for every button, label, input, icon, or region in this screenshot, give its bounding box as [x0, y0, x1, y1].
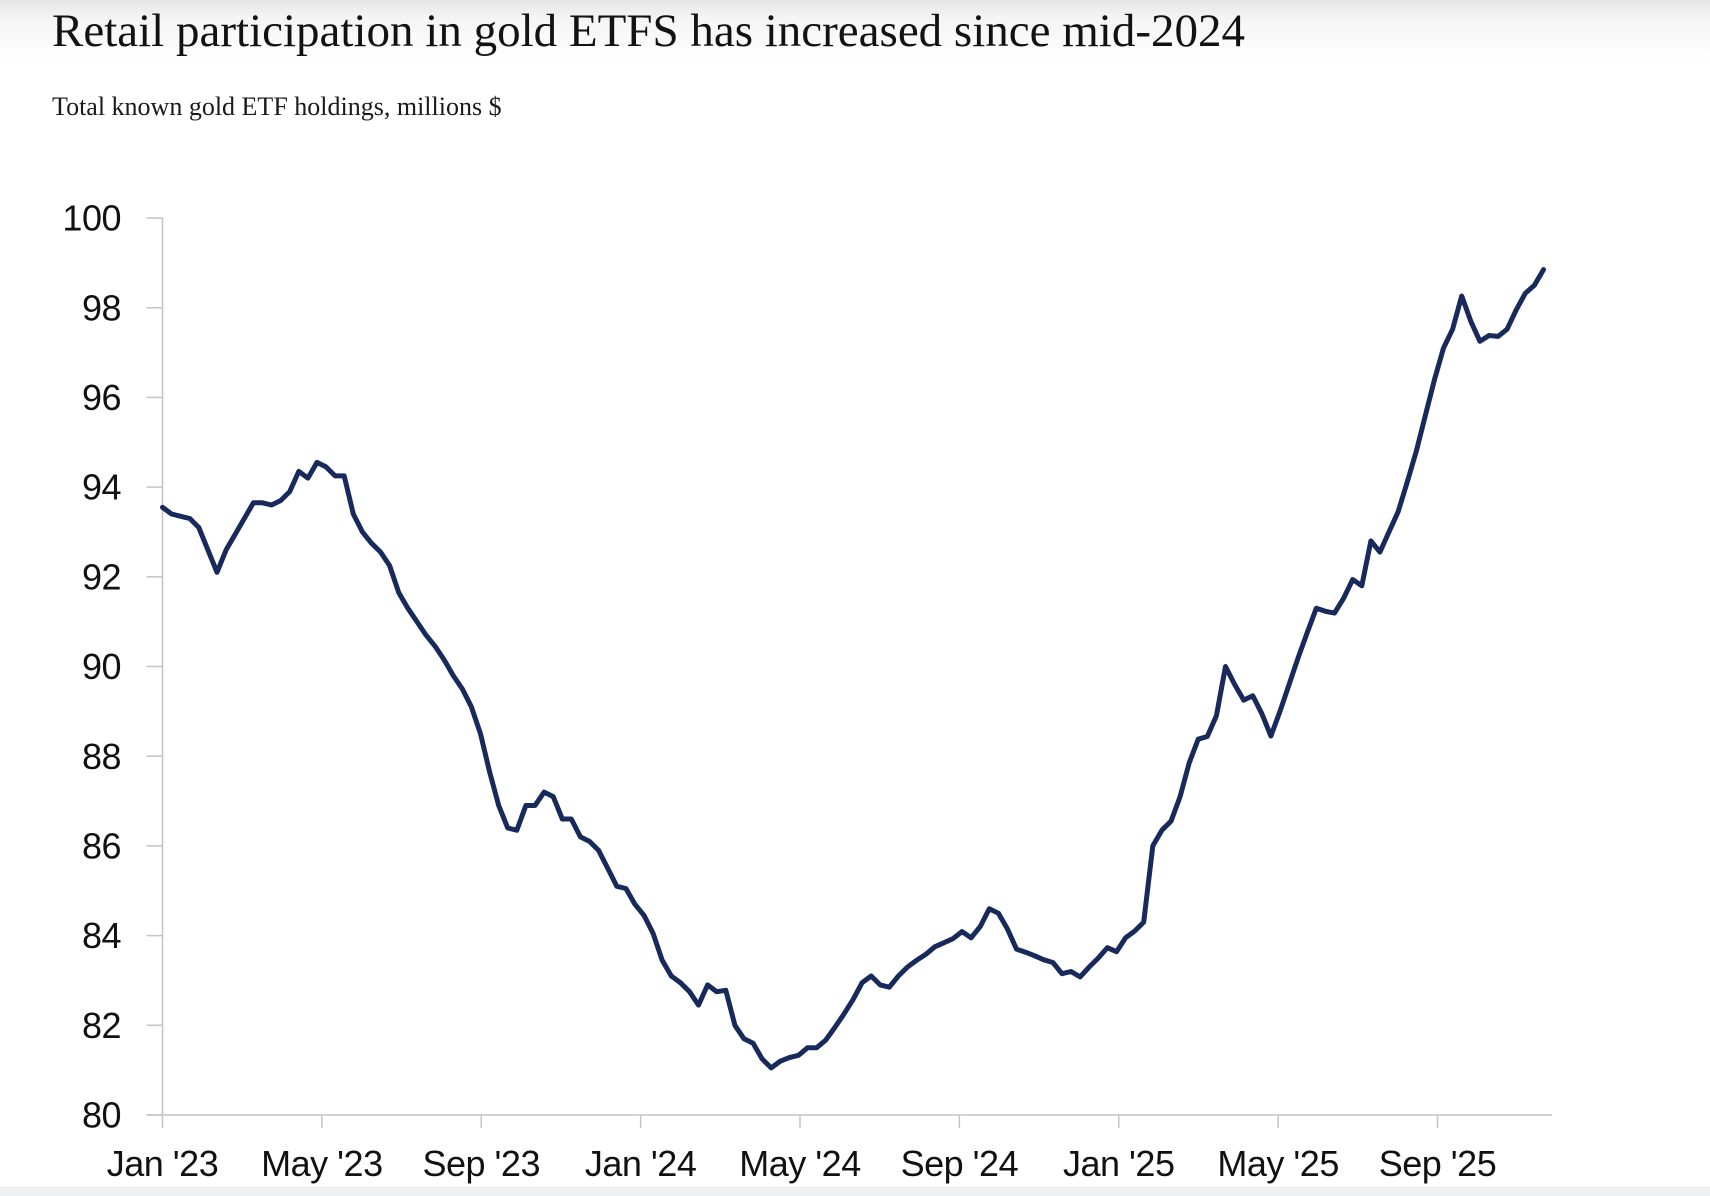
- x-tick-label: Jan '25: [1063, 1143, 1174, 1184]
- bottom-edge-strip: [0, 1187, 1710, 1196]
- y-tick-label: 80: [82, 1095, 121, 1136]
- x-tick-label: Sep '25: [1379, 1143, 1496, 1184]
- y-tick-label: 90: [82, 646, 121, 687]
- y-tick-label: 96: [82, 377, 121, 418]
- y-tick-label: 86: [82, 826, 121, 867]
- x-tick-label: Jan '24: [585, 1143, 696, 1184]
- y-tick-label: 98: [82, 287, 121, 328]
- series-line: [160, 267, 1546, 1071]
- y-tick-label: 82: [82, 1005, 121, 1046]
- y-tick-label: 88: [82, 736, 121, 777]
- x-tick-label: May '23: [261, 1143, 382, 1184]
- x-tick-label: Sep '24: [901, 1143, 1018, 1184]
- x-tick-label: Jan '23: [107, 1143, 218, 1184]
- x-tick-label: May '25: [1217, 1143, 1338, 1184]
- chart-subtitle: Total known gold ETF holdings, millions …: [52, 92, 502, 121]
- y-tick-label: 100: [62, 198, 121, 239]
- x-tick-label: Sep '23: [423, 1143, 540, 1184]
- chart-title: Retail participation in gold ETFS has in…: [52, 5, 1246, 57]
- y-tick-label: 94: [82, 467, 121, 508]
- x-tick-label: May '24: [739, 1143, 860, 1184]
- y-tick-label: 84: [82, 915, 121, 956]
- y-tick-label: 92: [82, 556, 121, 597]
